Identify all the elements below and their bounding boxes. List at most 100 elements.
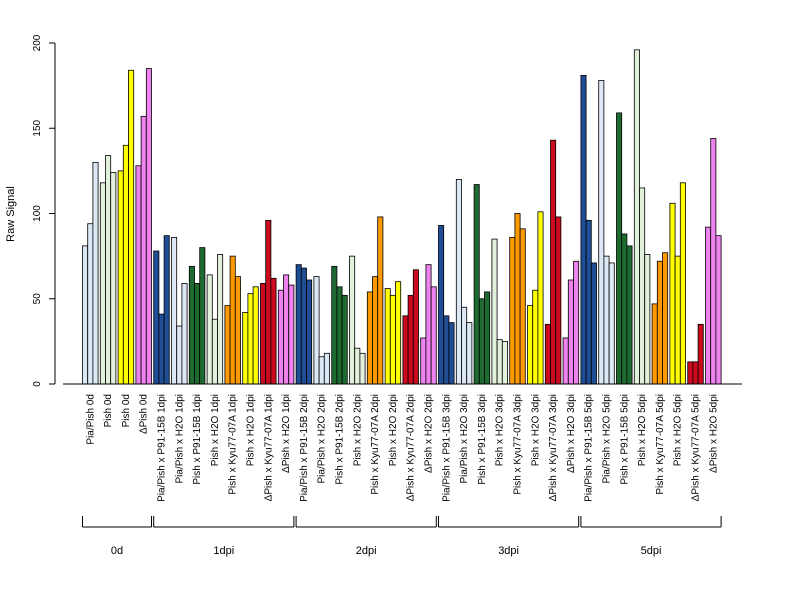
y-tick-label: 150	[32, 119, 43, 136]
bar	[306, 279, 313, 385]
bar	[608, 262, 615, 385]
x-tick-label: ΔPish x H2O 3dpi	[566, 394, 577, 473]
bar	[633, 49, 640, 385]
bar	[145, 68, 152, 385]
x-tick-label: Pia/Pish 0d	[85, 394, 96, 445]
x-tick-label: ΔPish x Kyu77-07A 3dpi	[548, 394, 559, 501]
x-tick-label: Pia/Pish x P91-15B 3dpi	[441, 394, 452, 502]
bar	[509, 236, 516, 385]
bar	[626, 245, 633, 385]
x-tick-label: Pish x H2O 5dpi	[637, 394, 648, 466]
bar	[491, 238, 498, 385]
x-tick-label: ΔPish x Kyu77-07A 1dpi	[263, 394, 274, 501]
bar	[217, 254, 224, 385]
x-tick-label: Pish x H2O 3dpi	[495, 394, 506, 466]
bar	[621, 233, 628, 385]
bar	[532, 289, 539, 385]
x-tick-label: Pish x Kyu77-07A 2dpi	[370, 394, 381, 495]
bar	[366, 291, 373, 385]
bars-layer	[82, 49, 722, 385]
bar	[252, 286, 259, 385]
bar	[567, 279, 574, 385]
bar	[158, 313, 165, 385]
bar	[527, 305, 534, 385]
bar	[692, 361, 699, 385]
bar	[224, 305, 231, 385]
bar	[656, 260, 663, 385]
bar	[412, 269, 419, 385]
bar	[295, 264, 302, 385]
bar	[199, 247, 206, 385]
bar	[82, 245, 89, 385]
x-tick-label: Pish x Kyu77-07A 1dpi	[228, 394, 239, 495]
bar	[443, 315, 450, 385]
bar	[265, 219, 272, 385]
bar	[616, 112, 623, 385]
bar	[288, 284, 295, 385]
x-tick-label: Pish x P91-15B 2dpi	[335, 394, 346, 485]
bar	[188, 265, 195, 385]
bar	[128, 69, 135, 385]
bar	[710, 138, 717, 385]
x-tick-label: Pia/Pish x P91-15B 2dpi	[299, 394, 310, 502]
bar	[484, 291, 491, 385]
x-tick-label: Pish x H2O 2dpi	[352, 394, 363, 466]
y-tick-label: 200	[32, 34, 43, 51]
bar	[537, 211, 544, 385]
bar	[372, 276, 379, 385]
bar	[519, 228, 526, 385]
bar	[110, 172, 117, 385]
bar	[687, 361, 694, 385]
x-tick-label: Pish 0d	[103, 394, 114, 427]
bar	[644, 254, 651, 385]
bar	[573, 260, 580, 385]
bar	[87, 223, 94, 385]
bar	[283, 274, 290, 385]
y-tick-label: 100	[32, 205, 43, 222]
x-tick-label: Pish x H2O 2dpi	[388, 394, 399, 466]
bar	[590, 262, 597, 385]
x-tick-label: Pish x P91-15B 5dpi	[619, 394, 630, 485]
bar	[171, 236, 178, 385]
bar	[99, 182, 106, 385]
bar	[341, 294, 348, 385]
bar	[598, 80, 605, 385]
bar	[448, 322, 455, 385]
bar	[679, 182, 686, 385]
x-tick-label: Pia/Pish x P91-15B 1dpi	[157, 394, 168, 502]
bar	[300, 267, 307, 385]
x-tick-label: Pish x P91-15B 1dpi	[192, 394, 203, 485]
time-group-label: 3dpi	[498, 545, 519, 557]
x-tick-label: ΔPish x H2O 5dpi	[708, 394, 719, 473]
y-tick-label: 50	[32, 293, 43, 305]
time-group-label: 2dpi	[356, 545, 377, 557]
x-tick-label: ΔPish x Kyu77-07A 2dpi	[406, 394, 417, 501]
bar	[651, 303, 658, 385]
bar	[313, 276, 320, 385]
x-tick-label: Pish x H2O 3dpi	[530, 394, 541, 466]
y-axis: 0 50 100 150 200	[32, 34, 56, 387]
bar	[122, 144, 129, 385]
bar	[349, 255, 356, 385]
x-tick-label: Pia/Pish x H2O 5dpi	[602, 394, 613, 484]
bar	[277, 289, 284, 385]
x-tick-label: ΔPish x H2O 2dpi	[424, 394, 435, 473]
bar	[331, 265, 338, 385]
x-tick-label: Pish x H2O 1dpi	[210, 394, 221, 466]
bar	[105, 155, 112, 385]
time-group-label: 5dpi	[641, 545, 662, 557]
bar	[705, 226, 712, 385]
bar	[384, 288, 391, 385]
bar	[407, 294, 414, 385]
bar	[377, 216, 384, 385]
x-tick-label: Pish x H2O 5dpi	[673, 394, 684, 466]
x-tick-label: Pish 0d	[121, 394, 132, 427]
bar	[117, 170, 124, 385]
bar	[473, 184, 480, 385]
bar	[260, 282, 267, 385]
bar	[514, 213, 521, 385]
bar	[455, 178, 462, 385]
bar	[242, 311, 249, 385]
bar	[674, 255, 681, 385]
